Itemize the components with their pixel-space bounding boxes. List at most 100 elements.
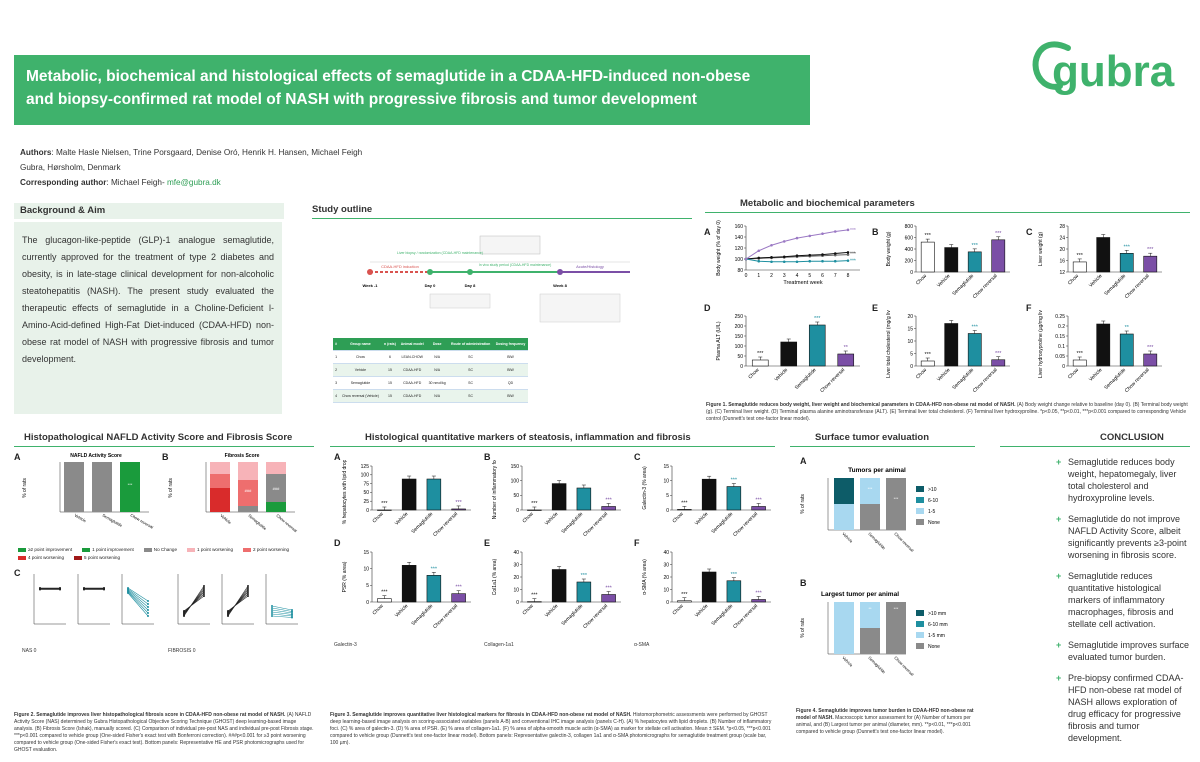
legend-label: ≥2 point improvement — [28, 547, 73, 552]
individual-point — [291, 615, 293, 617]
chart-tumors-per-animal: Tumors per animal % of rats *** *** Vehi… — [800, 467, 940, 553]
chart-alpha-sma: 0 10 20 30 40 α-SMA (% area) *** Chow Vehicle ***… — [642, 550, 771, 630]
individual-point — [203, 587, 205, 589]
legend-swatch — [74, 555, 83, 560]
legend-swatch — [18, 555, 26, 560]
significance-label: *** — [381, 590, 388, 596]
x-tick-label: Vehicle — [694, 511, 710, 527]
y-tick-label: 50 — [513, 493, 519, 499]
x-tick-label: Semaglutide — [410, 511, 434, 535]
table-cell: CDAA-HFD — [398, 376, 427, 390]
svg-text:Semaglutide: Semaglutide — [867, 655, 887, 675]
bar — [576, 581, 592, 603]
y-axis-label: Number of inflammatory foci — [492, 460, 498, 519]
individual-point — [203, 593, 205, 595]
bar — [426, 575, 442, 603]
tumor-chart-b-title: Largest tumor per animal — [821, 591, 899, 598]
bar — [527, 509, 542, 511]
table-row: 2 Vehicle 15 CDAA-HFD N/A SC BIW — [333, 363, 528, 377]
title-line-2: and biopsy-confirmed rat model of NASH w… — [26, 91, 697, 108]
bar — [1119, 253, 1134, 273]
tumor-legend-a-0: >10 — [928, 487, 937, 493]
significance-label: *** — [972, 243, 979, 249]
panel-letter-2C: C — [14, 568, 21, 578]
x-tick-label: Vehicle — [936, 273, 952, 289]
table-cell: BIW — [493, 363, 528, 377]
legend-swatch — [243, 547, 252, 552]
plus-icon: + — [1056, 457, 1062, 467]
table-cell: SC — [448, 376, 494, 390]
bar — [726, 486, 742, 511]
y-tick-label: 0 — [1062, 364, 1065, 370]
x-tick-label: Chow reversal — [972, 273, 999, 300]
svg-text:***: *** — [868, 486, 873, 491]
x-tick-label: Semaglutide — [410, 603, 434, 627]
svg-text:Vehicle: Vehicle — [841, 655, 854, 668]
y-tick-label: 24 — [1059, 235, 1065, 241]
significance-label: *** — [605, 497, 612, 503]
significance-label: *** — [814, 316, 821, 322]
svg-text:Semaglutide: Semaglutide — [867, 531, 887, 551]
bar — [451, 508, 466, 511]
legend-item: No Change — [143, 546, 177, 554]
y-tick-label: 20 — [1059, 247, 1065, 253]
week-label-3: Week 8 — [553, 283, 567, 288]
conclusion-item: + Pre-biopsy confirmed CDAA-HFD non-obese… — [1056, 672, 1194, 744]
figure-1-caption: Figure 1. Semaglutide reduces body weigh… — [706, 402, 1194, 423]
bar — [920, 241, 935, 273]
individual-point — [147, 606, 149, 608]
individual-line — [271, 607, 293, 612]
y-tick-label: 25 — [363, 499, 369, 505]
panel-letter-3A: A — [334, 452, 341, 462]
y-tick-label: 12 — [1059, 270, 1065, 276]
y-tick-label: 50 — [737, 354, 743, 360]
timeline-label-3: Acute/Histology — [576, 264, 604, 269]
legend-label: 1 point improvement — [92, 547, 134, 552]
chart-liver-hydroxyproline: 0 0.05 0.1 0.15 0.2 0.25 Liver hydroxyproline … — [1038, 310, 1162, 394]
series-point — [795, 260, 799, 264]
bar — [576, 487, 592, 511]
significance-label: *** — [850, 252, 856, 258]
chart-psr: 0 5 10 15 PSR (% area) *** Chow Vehicle *** Semag… — [342, 550, 471, 630]
significance-label: *** — [531, 501, 538, 507]
table-cell: QD — [493, 376, 528, 390]
panel-letter-1F: F — [1026, 303, 1032, 313]
title-banner: Metabolic, biochemical and histological … — [14, 55, 810, 125]
individual-point — [83, 588, 85, 591]
figure-2-caption-text: (A) NAFLD Activity Score (NAS) determine… — [14, 712, 314, 753]
conclusion-item-text: Semaglutide reduces quantitative histolo… — [1068, 571, 1174, 629]
legend-item: 2 point worsening — [243, 546, 289, 554]
chart-plasma-alt: 0 50 100 150 200 250 Plasma ALT (U/L) *** Chow Ve… — [716, 314, 860, 394]
bar — [751, 599, 766, 603]
y-tick-label: 5 — [666, 493, 669, 499]
individual-point — [291, 616, 293, 619]
y-tick-label: 0 — [666, 600, 669, 606]
corr-email-link[interactable]: mfe@gubra.dk — [166, 178, 221, 187]
x-tick-label: Chow reversal — [819, 367, 846, 394]
x-tick-label: Chow reversal — [732, 511, 759, 538]
individual-point — [271, 607, 273, 609]
x-tick-label: Semaglutide — [1103, 273, 1127, 297]
chart-body-weight-change: 80 100 120 140 160 Body weight (% of day 0) 0 1… — [716, 220, 860, 286]
individual-point — [247, 591, 249, 593]
significance-label: *** — [431, 566, 438, 572]
table-cell: CDAA-HFD — [398, 363, 427, 377]
svg-text:###: ### — [245, 488, 252, 493]
series-point — [833, 259, 837, 263]
x-tick-label: Chow reversal — [1124, 367, 1151, 394]
bar — [751, 359, 769, 367]
series-point — [846, 251, 850, 254]
table-header-cell: n (rats) — [381, 338, 399, 351]
table-cell: 15 — [381, 376, 399, 390]
authors-names: : Malte Hasle Nielsen, Trine Porsgaard, … — [51, 148, 363, 157]
x-tick-label: Semaglutide — [951, 367, 975, 391]
svg-text:Vehicle: Vehicle — [841, 531, 854, 544]
significance-label: *** — [850, 228, 856, 234]
divider — [330, 446, 775, 447]
x-tick-label: Chow reversal — [582, 603, 609, 630]
significance-label: *** — [455, 500, 462, 506]
significance-label: ** — [1125, 325, 1130, 331]
bar — [601, 506, 616, 511]
table-cell: N/A — [426, 389, 449, 403]
individual-point — [203, 585, 205, 587]
